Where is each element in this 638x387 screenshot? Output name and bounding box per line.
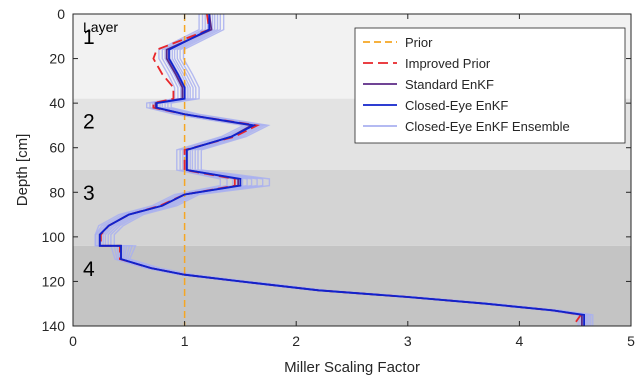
ensemble-member-line [113, 14, 594, 326]
legend-label: Closed-Eye EnKF [405, 98, 508, 113]
x-tick-label: 5 [627, 333, 635, 349]
y-tick-label: 80 [49, 184, 65, 200]
y-tick-label: 20 [49, 51, 65, 67]
y-tick-label: 60 [49, 140, 65, 156]
layer-label-3: 3 [83, 182, 95, 205]
layer-header: Layer [83, 19, 118, 35]
x-tick-label: 1 [181, 333, 189, 349]
x-tick-label: 3 [404, 333, 412, 349]
x-tick-label: 2 [292, 333, 300, 349]
y-tick-label: 140 [42, 318, 66, 334]
layer-band-4 [73, 245, 631, 326]
y-tick-label: 40 [49, 95, 65, 111]
y-tick-label: 0 [57, 6, 65, 22]
x-tick-label: 4 [516, 333, 524, 349]
layer-label-1: 1 [83, 26, 95, 49]
series-lines [98, 13, 585, 327]
legend: Prior Improved Prior Standard EnKF Closed-E… [354, 27, 626, 144]
legend-label: Standard EnKF [405, 77, 494, 92]
layer-label-4: 4 [83, 258, 95, 281]
plot-frame [72, 13, 632, 327]
legend-label: Closed-Eye EnKF Ensemble [405, 119, 570, 134]
layer-label-2: 2 [83, 111, 95, 134]
series-line-improved-prior [100, 13, 583, 327]
axes: 0 1 2 3 4 5 0 20 40 60 80 100 120 140 Miller Scaling F… [14, 6, 635, 376]
y-axis-label: Depth [cm] [14, 134, 31, 207]
legend-label: Improved Prior [405, 56, 491, 71]
legend-label: Prior [405, 35, 433, 50]
y-tick-label: 100 [42, 229, 66, 245]
y-tick-label: 120 [42, 273, 66, 289]
x-tick-label: 0 [69, 333, 77, 349]
series-line-closed-eye-enkf [98, 14, 585, 326]
legend-box [354, 27, 626, 144]
x-axis-label: Miller Scaling Factor [284, 359, 420, 376]
